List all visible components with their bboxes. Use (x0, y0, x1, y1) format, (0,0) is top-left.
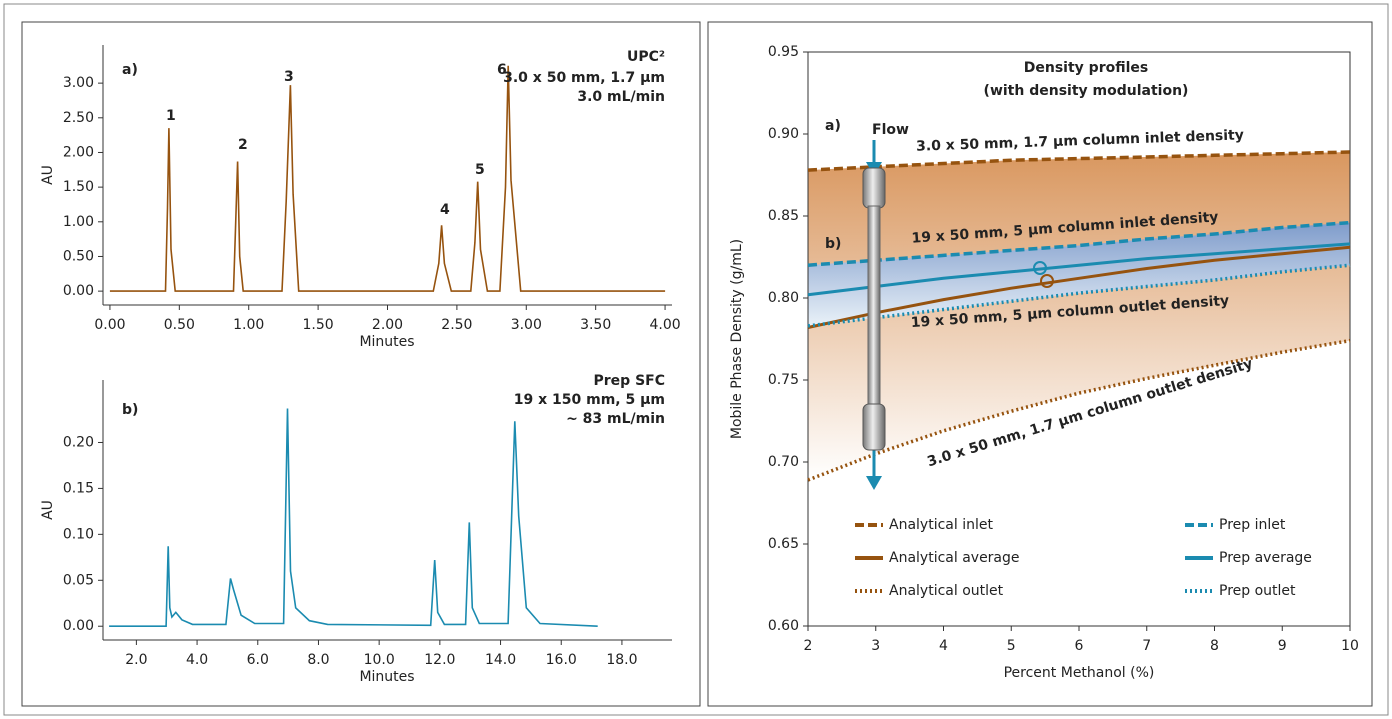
x-tick-label: 5 (1007, 638, 1016, 654)
x-axis-label: Minutes (359, 334, 414, 350)
y-tick-label: 0.10 (63, 526, 94, 542)
chromatogram (109, 65, 666, 292)
x-tick-label: 6.0 (247, 652, 269, 668)
y-tick-label: 0.65 (768, 536, 799, 552)
x-tick-label: 1.00 (233, 317, 264, 333)
legend-label: Analytical outlet (889, 583, 1004, 599)
y-tick-label: 0.85 (768, 208, 799, 224)
x-tick-label: 12.0 (424, 652, 455, 668)
annotation: UPC² (627, 49, 665, 65)
y-tick-label: 1.50 (63, 179, 94, 195)
x-tick-label: 8.0 (307, 652, 329, 668)
annotation: 3 (284, 69, 294, 85)
annotation: a) (825, 118, 841, 134)
legend-label: Prep average (1219, 550, 1312, 566)
average-marker (1040, 274, 1054, 288)
x-tick-label: 16.0 (546, 652, 577, 668)
legend-label: Analytical inlet (889, 517, 993, 533)
left-panel (21, 21, 701, 707)
y-tick-label: 0.95 (768, 44, 799, 60)
annotation: a) (122, 62, 138, 78)
y-tick-label: 0.75 (768, 372, 799, 388)
y-tick-label: 2.50 (63, 110, 94, 126)
average-marker (1033, 261, 1047, 275)
x-axis-label: Minutes (359, 669, 414, 685)
x-tick-label: 2.0 (125, 652, 147, 668)
x-tick-label: 4 (939, 638, 948, 654)
y-tick-label: 0.80 (768, 290, 799, 306)
x-tick-label: 2.50 (441, 317, 472, 333)
column-body (867, 205, 881, 407)
y-axis-label: AU (40, 500, 56, 520)
column-fitting (862, 167, 886, 209)
y-tick-label: 3.00 (63, 75, 94, 91)
annotation: 19 x 150 mm, 5 µm (514, 392, 665, 408)
chart-subtitle: (with density modulation) (984, 83, 1189, 99)
x-tick-label: 4.00 (649, 317, 680, 333)
annotation: 2 (238, 137, 248, 153)
x-tick-label: 14.0 (485, 652, 516, 668)
series-line (807, 245, 1351, 329)
annotation: 6 (497, 62, 507, 78)
x-tick-label: 4.0 (186, 652, 208, 668)
annotation: Flow (872, 122, 909, 138)
annotation: 4 (440, 202, 450, 218)
x-tick-label: 3 (871, 638, 880, 654)
annotation: 5 (475, 162, 485, 178)
flow-arrow-head (866, 476, 882, 490)
annotation: b) (825, 236, 841, 252)
y-tick-label: 0.60 (768, 618, 799, 634)
series-line (807, 263, 1351, 328)
y-tick-label: 1.00 (63, 214, 94, 230)
x-tick-label: 2 (804, 638, 813, 654)
annotation: Prep SFC (594, 373, 665, 389)
y-tick-label: 2.00 (63, 144, 94, 160)
y-tick-label: 0.90 (768, 126, 799, 142)
annotation: 1 (166, 108, 176, 124)
legend-label: Prep outlet (1219, 583, 1296, 599)
x-tick-label: 0.00 (94, 317, 125, 333)
x-tick-label: 0.50 (164, 317, 195, 333)
y-tick-label: 0.50 (63, 248, 94, 264)
x-tick-label: 18.0 (606, 652, 637, 668)
x-tick-label: 9 (1278, 638, 1287, 654)
x-tick-label: 6 (1075, 638, 1084, 654)
annotation: b) (122, 402, 138, 418)
x-tick-label: 2.00 (372, 317, 403, 333)
x-tick-label: 8 (1210, 638, 1219, 654)
chart-title: Density profiles (1024, 60, 1148, 76)
column-fitting (862, 403, 886, 451)
y-tick-label: 0.05 (63, 572, 94, 588)
x-tick-label: 3.50 (580, 317, 611, 333)
legend-label: Analytical average (889, 550, 1020, 566)
annotation: 3.0 x 50 mm, 1.7 µm (503, 70, 665, 86)
x-tick-label: 10.0 (364, 652, 395, 668)
y-axis-label: Mobile Phase Density (g/mL) (729, 239, 745, 439)
x-axis-label: Percent Methanol (%) (1004, 665, 1155, 681)
x-tick-label: 10 (1341, 638, 1359, 654)
y-tick-label: 0.20 (63, 434, 94, 450)
x-tick-label: 3.00 (511, 317, 542, 333)
series-line (807, 338, 1351, 482)
annotation: ~ 83 mL/min (566, 411, 665, 427)
outer-border (3, 3, 1389, 716)
y-tick-label: 0.70 (768, 454, 799, 470)
chromatogram (109, 408, 598, 627)
right-panel (707, 21, 1373, 707)
legend-label: Prep inlet (1219, 517, 1286, 533)
annotation: 3.0 mL/min (577, 89, 665, 105)
y-tick-label: 0.15 (63, 480, 94, 496)
y-tick-label: 0.00 (63, 283, 94, 299)
series-line (807, 242, 1351, 297)
annotation: 3.0 x 50 mm, 1.7 µm column inlet density (916, 127, 1244, 154)
y-tick-label: 0.00 (63, 618, 94, 634)
x-tick-label: 7 (1142, 638, 1151, 654)
y-axis-label: AU (40, 165, 56, 185)
x-tick-label: 1.50 (303, 317, 334, 333)
